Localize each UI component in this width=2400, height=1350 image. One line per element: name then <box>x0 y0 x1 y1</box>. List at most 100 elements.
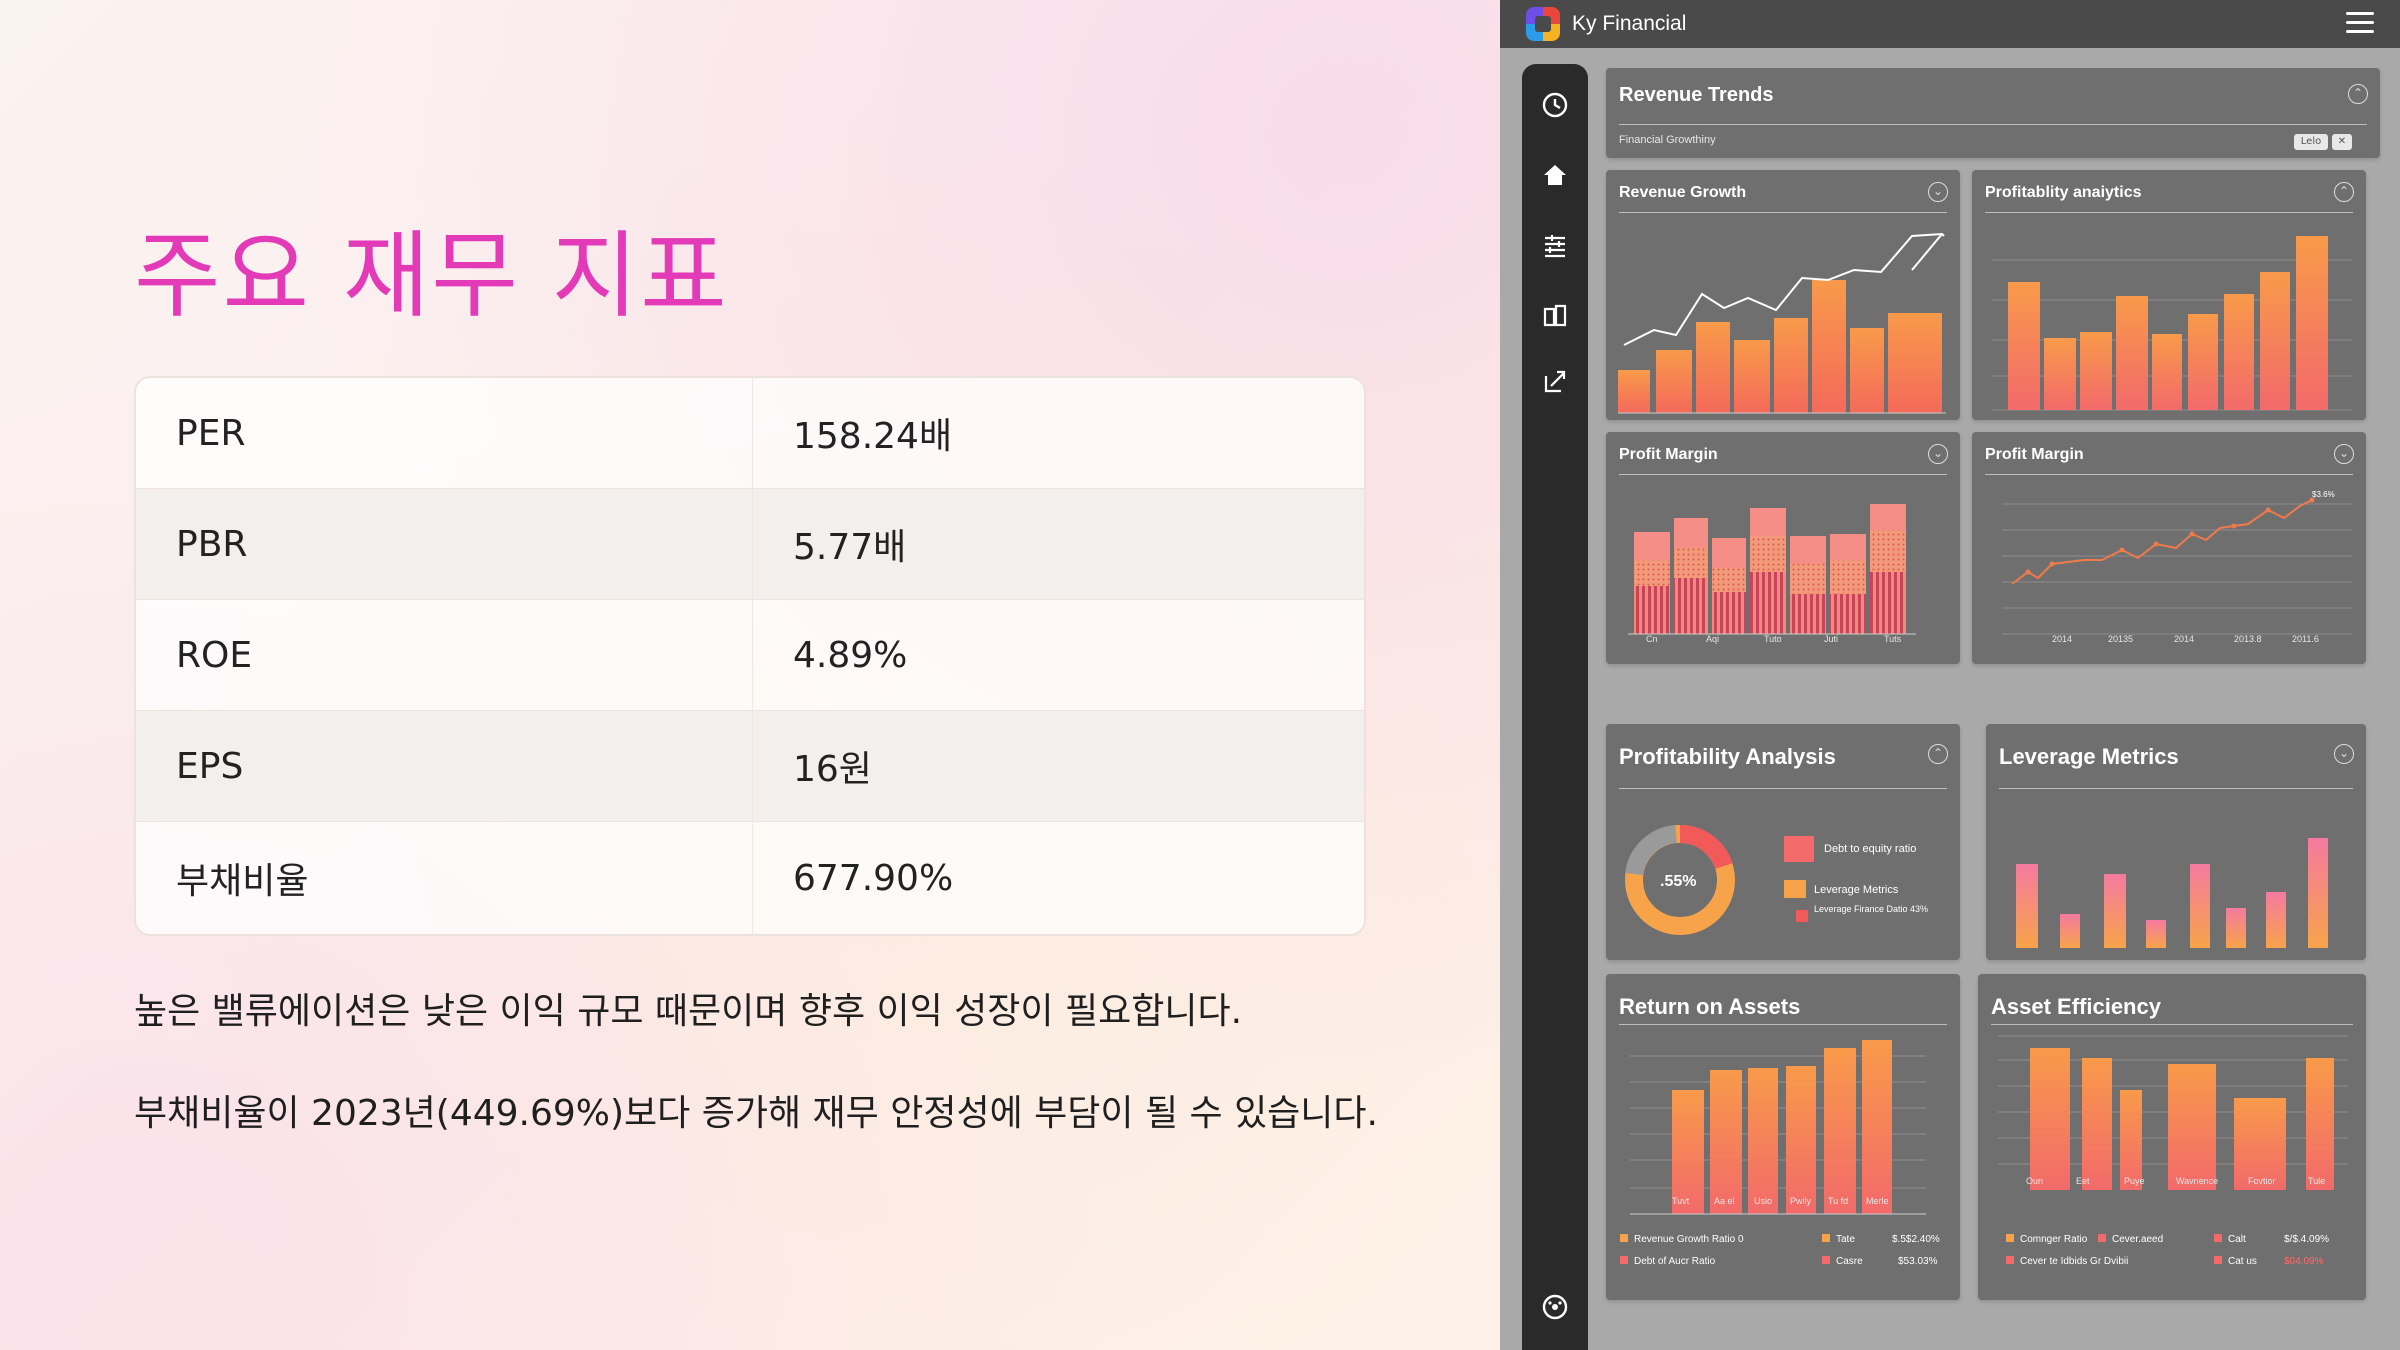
metric-value: 16원 <box>752 711 1364 821</box>
slide-area: 주요 재무 지표 PER 158.24배 PBR 5.77배 ROE 4.89%… <box>0 0 1500 1350</box>
x-tick: Tuvt <box>1672 1196 1690 1206</box>
data-label: $3.6% <box>2312 490 2335 499</box>
metric-label: PER <box>176 412 246 454</box>
panel-title: Return on Assets <box>1619 994 1801 1019</box>
profit-margin-panel: Profit Margin ⌄ Cn Aqi Tuto Jut <box>1606 432 1960 664</box>
legend-label: Casre <box>1836 1256 1863 1267</box>
legend-label: Comnger Ratio <box>2020 1234 2088 1245</box>
profitability-analytics-panel: Profitablity anaiytics ⌃ <box>1972 170 2366 420</box>
collapse-icon[interactable]: ⌄ <box>2334 744 2354 764</box>
collapse-icon[interactable]: ⌄ <box>1928 444 1948 464</box>
panel-title: Revenue Trends <box>1619 84 1774 106</box>
metric-label: EPS <box>176 745 244 787</box>
panel-title: Profit Margin <box>1619 446 1718 463</box>
metric-label: PBR <box>176 523 248 565</box>
metric-value: 158.24배 <box>752 378 1364 488</box>
collapse-icon[interactable]: ⌃ <box>1928 744 1948 764</box>
panel-title: Revenue Growth <box>1619 184 1747 201</box>
legend-value: $.5$2.40% <box>1892 1234 1940 1245</box>
clock-icon[interactable] <box>1540 90 1570 120</box>
table-row: PER 158.24배 <box>136 378 1364 489</box>
divider <box>1985 474 2353 475</box>
x-tick: Aa el <box>1714 1196 1735 1206</box>
x-tick: Oun <box>2026 1176 2043 1186</box>
home-icon[interactable] <box>1540 160 1570 190</box>
book-icon[interactable] <box>1540 300 1570 330</box>
collapse-icon[interactable]: ⌃ <box>2348 84 2368 104</box>
legend-label: Cat us <box>2228 1256 2257 1267</box>
x-tick: 2014 <box>2052 634 2072 644</box>
x-tick: Wavnence <box>2176 1176 2218 1186</box>
legend-value: $/$.4.09% <box>2284 1234 2329 1245</box>
filter-chip[interactable]: Lelo <box>2294 134 2328 150</box>
metric-label: 부채비율 <box>176 861 309 902</box>
collapse-icon[interactable]: ⌄ <box>1928 182 1948 202</box>
panel-title: Leverage Metrics <box>1999 744 2179 769</box>
note-valuation: 높은 밸류에이션은 낮은 이익 규모 때문이며 향후 이익 성장이 필요합니다. <box>134 991 1243 1032</box>
bar <box>1634 504 1906 634</box>
panel-subtitle: Financial Growthiny <box>1619 134 1716 146</box>
bar <box>1618 280 1942 413</box>
x-tick: Juti <box>1824 634 1838 644</box>
panel-title: Profitability Analysis <box>1619 744 1836 769</box>
x-tick: 20135 <box>2108 634 2133 644</box>
bar <box>2008 236 2328 410</box>
revenue-growth-chart <box>1618 232 1946 414</box>
x-tick: 2014 <box>2174 634 2194 644</box>
dashboard-app: Ky Financial Revenue Trends ⌃ Financial … <box>1500 0 2400 1350</box>
profitability-bar-chart <box>1992 236 2352 411</box>
divider <box>1991 1024 2353 1025</box>
asset-efficiency-panel: Asset Efficiency Oun Eet Puye Wavnence F… <box>1978 974 2366 1300</box>
divider <box>1619 788 1947 789</box>
x-tick: Usio <box>1754 1196 1772 1206</box>
profit-margin-line-chart: $3.6% 2014 20135 2014 2013.8 2011.6 <box>2002 490 2352 644</box>
legend-label: Cever te Idbids Gr Dvibii <box>2020 1256 2128 1267</box>
leverage-bar-chart <box>2016 838 2328 948</box>
divider <box>1619 124 2367 125</box>
donut-chart: .55% Debt to equity ratio Leverage Metri… <box>1625 824 1928 935</box>
table-row: EPS 16원 <box>136 711 1364 822</box>
table-row: 부채비율 677.90% <box>136 822 1364 934</box>
divider <box>1999 788 2353 789</box>
x-tick: Tule <box>2308 1176 2325 1186</box>
chip-close-icon[interactable]: ✕ <box>2332 134 2352 150</box>
profit-margin-chart: Cn Aqi Tuto Juti Tuts <box>1628 504 1916 644</box>
roa-bar-chart: Tuvt Aa el Usio Pwily Tu fd Merle Revenu… <box>1620 1040 1940 1267</box>
collapse-icon[interactable]: ⌃ <box>2334 182 2354 202</box>
leverage-metrics-panel: Leverage Metrics ⌄ <box>1986 724 2366 960</box>
legend-label: Leverage Metrics <box>1814 884 1899 896</box>
bar <box>2030 1048 2334 1190</box>
x-tick: Tuts <box>1884 634 1902 644</box>
x-tick: Tu fd <box>1828 1196 1848 1206</box>
return-on-assets-panel: Return on Assets Tuvt Aa el Usio Pwily T… <box>1606 974 1960 1300</box>
divider <box>1619 1024 1947 1025</box>
filter-icon[interactable] <box>1540 230 1570 260</box>
revenue-growth-panel: Revenue Growth ⌄ <box>1606 170 1960 420</box>
legend-label: Tate <box>1836 1234 1855 1245</box>
settings-icon[interactable] <box>1540 1292 1570 1322</box>
legend-label: Revenue Growth Ratio 0 <box>1634 1234 1744 1245</box>
panel-title: Profitablity anaiytics <box>1985 184 2142 201</box>
trend-line <box>2011 499 2313 585</box>
divider <box>1619 474 1947 475</box>
metric-value: 677.90% <box>752 822 1364 934</box>
collapse-icon[interactable]: ⌄ <box>2334 444 2354 464</box>
x-tick: Fovtior <box>2248 1176 2276 1186</box>
legend-label: Debt to equity ratio <box>1824 843 1916 855</box>
divider <box>1619 212 1947 213</box>
donut-center-label: .55% <box>1660 873 1696 890</box>
metrics-table: PER 158.24배 PBR 5.77배 ROE 4.89% EPS 16원 … <box>134 376 1366 936</box>
app-logo-icon <box>1526 7 1560 41</box>
legend-label: Calt <box>2228 1234 2246 1245</box>
trend-line <box>1623 232 1945 346</box>
export-icon[interactable] <box>1540 366 1570 396</box>
x-tick: Puye <box>2124 1176 2145 1186</box>
table-row: PBR 5.77배 <box>136 489 1364 600</box>
x-tick: Tuto <box>1764 634 1782 644</box>
table-row: ROE 4.89% <box>136 600 1364 711</box>
x-tick: Pwily <box>1790 1196 1812 1206</box>
hamburger-icon[interactable] <box>2346 12 2374 34</box>
x-tick: Aqi <box>1706 634 1719 644</box>
app-topbar: Ky Financial <box>1500 0 2400 48</box>
panel-title: Asset Efficiency <box>1991 994 2161 1019</box>
